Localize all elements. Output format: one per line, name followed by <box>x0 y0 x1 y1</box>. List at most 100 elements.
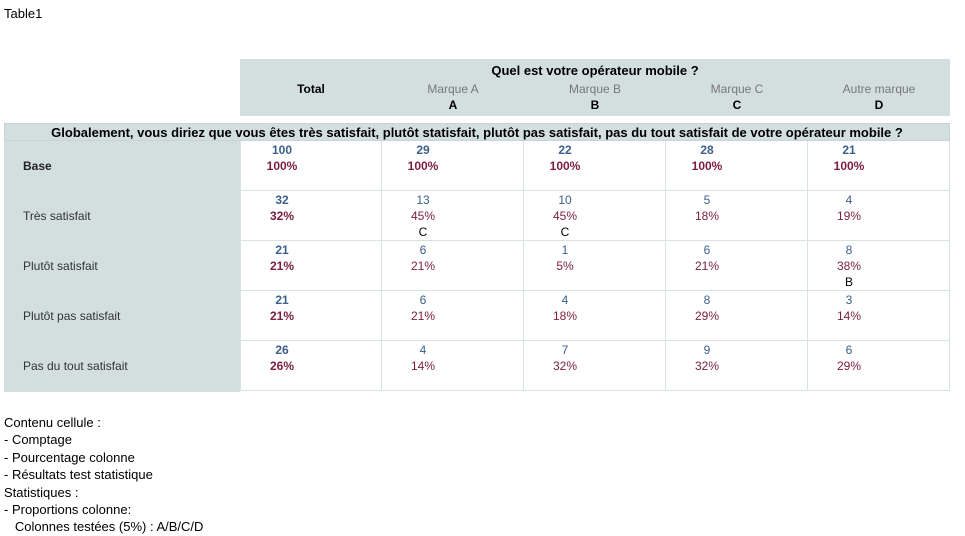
table-title: Table1 <box>4 6 43 21</box>
table-cell: 32 32% <box>240 191 382 241</box>
cell-percentage: 100% <box>549 159 581 173</box>
data-grid: 100 100% 29 100% 22 100% 28 100% 21 100% 32 32% 13 45… <box>240 141 950 392</box>
cell-count: 6 <box>703 243 711 257</box>
cell-count: 4 <box>419 343 427 357</box>
table-cell: 13 45% C <box>382 191 524 241</box>
question-header: Quel est votre opérateur mobile ? <box>491 63 699 78</box>
table-cell: 3 14% <box>808 291 950 341</box>
cell-count: 1 <box>561 243 569 257</box>
table-cell: 21 21% <box>240 241 382 291</box>
column-header-marque-c: Marque C C <box>666 82 808 112</box>
cell-percentage: 100% <box>691 159 723 173</box>
table-cell: 8 29% <box>666 291 808 341</box>
row-label-pas-du-tout-satisfait: Pas du tout satisfait <box>23 359 128 373</box>
cell-count: 13 <box>416 193 430 207</box>
column-letter: D <box>874 98 884 112</box>
cell-percentage: 21% <box>410 259 436 273</box>
note-line: - Proportions colonne: <box>4 502 132 518</box>
cell-percentage: 5% <box>556 259 574 273</box>
cell-percentage: 100% <box>833 159 865 173</box>
table-cell: 5 18% <box>666 191 808 241</box>
note-line: - Comptage <box>4 432 72 448</box>
table-cell: 6 21% <box>382 241 524 291</box>
table-cell: 4 19% <box>808 191 950 241</box>
notes: Contenu cellule : - Comptage - Pourcenta… <box>4 414 203 536</box>
cell-percentage: 45% <box>552 209 578 223</box>
cell-percentage: 45% <box>410 209 436 223</box>
table-cell: 10 45% C <box>524 191 666 241</box>
row-question: Globalement, vous diriez que vous êtes t… <box>4 123 950 141</box>
table-cell: 9 32% <box>666 341 808 391</box>
cell-percentage: 18% <box>552 309 578 323</box>
table-cell: 21 21% <box>240 291 382 341</box>
row-label-base: Base <box>23 159 52 173</box>
table-cell: 4 14% <box>382 341 524 391</box>
cell-count: 26 <box>275 343 289 357</box>
cell-count: 21 <box>842 143 856 157</box>
row-label-tres-satisfait: Très satisfait <box>23 209 91 223</box>
column-letter: C <box>732 98 742 112</box>
table-cell: 21 100% <box>808 141 950 191</box>
table-cell: 28 100% <box>666 141 808 191</box>
column-header-total: Total <box>240 82 382 98</box>
table-cell: 6 21% <box>382 291 524 341</box>
column-name: Marque C <box>710 82 764 96</box>
cell-count: 6 <box>845 343 853 357</box>
cell-percentage: 21% <box>410 309 436 323</box>
table-cell: 7 32% <box>524 341 666 391</box>
cell-count: 21 <box>275 293 289 307</box>
cell-significance: C <box>560 225 570 239</box>
cell-percentage: 32% <box>552 359 578 373</box>
cell-percentage: 100% <box>266 159 298 173</box>
column-letter: A <box>448 98 458 112</box>
cell-percentage: 14% <box>410 359 436 373</box>
cell-percentage: 18% <box>694 209 720 223</box>
note-line: Statistiques : <box>4 484 79 500</box>
cell-percentage: 19% <box>836 209 862 223</box>
cell-percentage: 29% <box>836 359 862 373</box>
column-header-autre-marque: Autre marque D <box>808 82 950 112</box>
cell-count: 4 <box>845 193 853 207</box>
cell-count: 6 <box>419 293 427 307</box>
cell-percentage: 21% <box>694 259 720 273</box>
table-cell: 100 100% <box>240 141 382 191</box>
column-name: Autre marque <box>842 82 916 96</box>
cell-percentage: 21% <box>269 309 295 323</box>
cell-count: 6 <box>419 243 427 257</box>
table-cell: 6 21% <box>666 241 808 291</box>
table-cell: 6 29% <box>808 341 950 391</box>
table-cell: 29 100% <box>382 141 524 191</box>
cell-count: 8 <box>845 243 853 257</box>
cell-percentage: 38% <box>836 259 862 273</box>
cell-count: 22 <box>558 143 572 157</box>
column-header-marque-b: Marque B B <box>524 82 666 112</box>
cell-count: 28 <box>700 143 714 157</box>
column-letter: B <box>590 98 600 112</box>
cell-percentage: 14% <box>836 309 862 323</box>
note-line: - Pourcentage colonne <box>4 449 135 465</box>
cell-count: 3 <box>845 293 853 307</box>
row-label-plutot-satisfait: Plutôt satisfait <box>23 259 98 273</box>
cell-count: 7 <box>561 343 569 357</box>
table-cell: 4 18% <box>524 291 666 341</box>
row-labels: Base Très satisfait Plutôt satisfait Plu… <box>4 141 240 392</box>
cell-count: 10 <box>558 193 572 207</box>
column-name: Marque B <box>568 82 622 96</box>
cell-count: 8 <box>703 293 711 307</box>
table-cell: 8 38% B <box>808 241 950 291</box>
table-cell: 22 100% <box>524 141 666 191</box>
cell-count: 9 <box>703 343 711 357</box>
column-header-marque-a: Marque A A <box>382 82 524 112</box>
table-cell: 1 5% <box>524 241 666 291</box>
cell-significance: C <box>418 225 428 239</box>
column-name: Total <box>297 82 325 96</box>
column-name: Marque A <box>427 82 479 96</box>
note-line: Contenu cellule : <box>4 415 101 430</box>
cell-significance: B <box>844 275 853 289</box>
cell-count: 4 <box>561 293 569 307</box>
cell-count: 32 <box>275 193 289 207</box>
row-label-plutot-pas-satisfait: Plutôt pas satisfait <box>23 309 121 323</box>
cell-count: 100 <box>271 143 293 157</box>
cell-count: 5 <box>703 193 711 207</box>
cell-percentage: 26% <box>269 359 295 373</box>
